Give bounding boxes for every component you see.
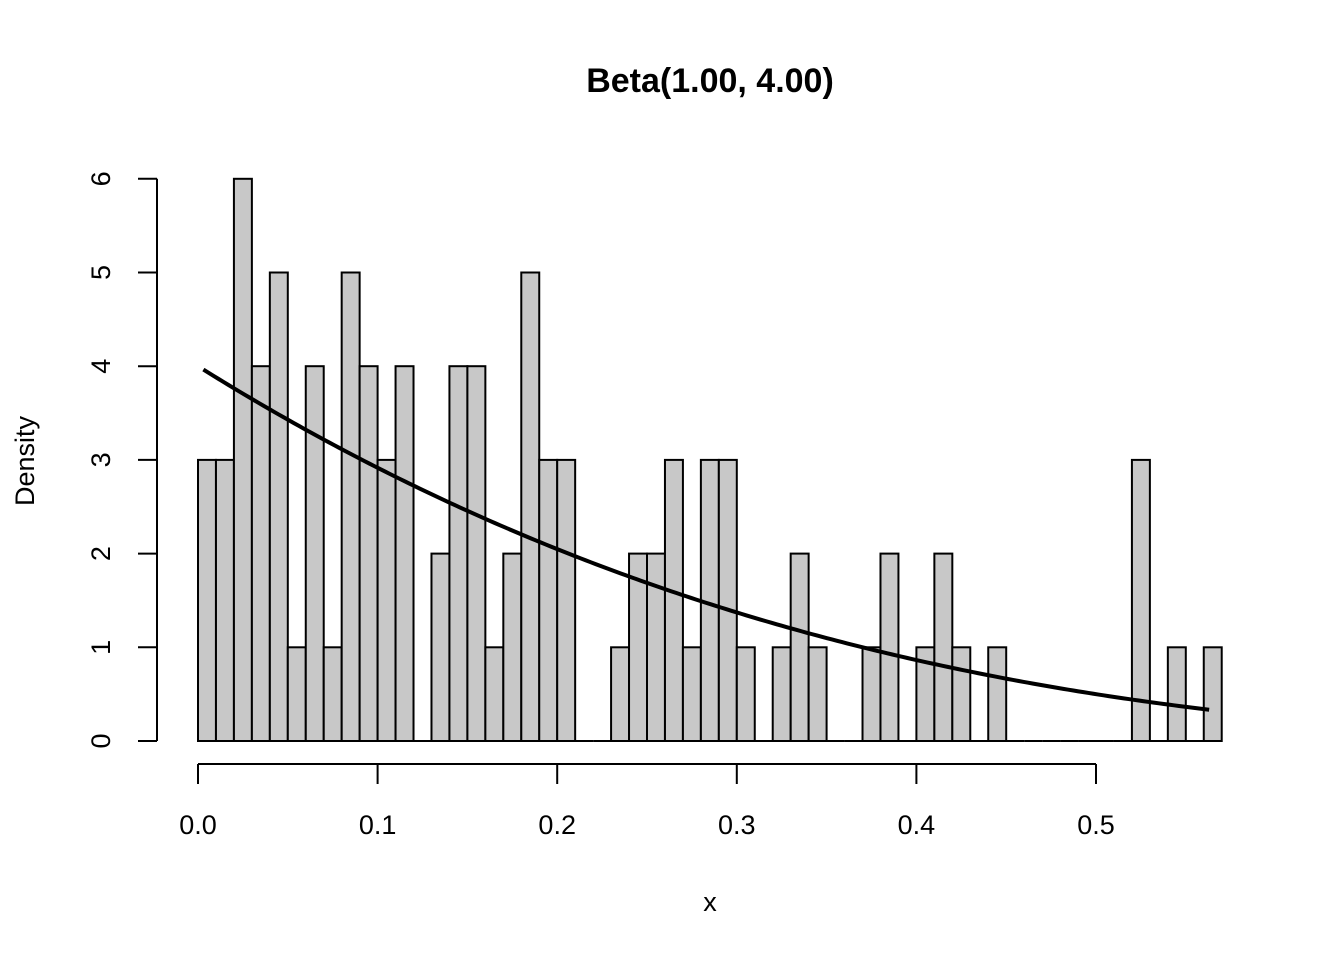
histogram-bar bbox=[556, 458, 577, 742]
y-tick-label: 2 bbox=[86, 546, 116, 561]
y-tick-label: 5 bbox=[86, 265, 116, 280]
histogram-bar bbox=[1166, 646, 1187, 742]
x-tick-label: 0.4 bbox=[898, 810, 936, 840]
y-tick-label: 1 bbox=[86, 640, 116, 655]
density-curve bbox=[202, 367, 1210, 712]
histogram-bar bbox=[502, 552, 523, 742]
histogram-bar bbox=[951, 646, 972, 742]
histogram-bar bbox=[861, 646, 882, 742]
histogram-bar bbox=[520, 271, 541, 742]
histogram-bar bbox=[448, 365, 469, 742]
histogram-bar bbox=[789, 552, 810, 742]
histogram-bar bbox=[933, 552, 954, 742]
y-tick-label: 4 bbox=[86, 359, 116, 374]
histogram-bar bbox=[322, 646, 343, 742]
histogram-bar bbox=[717, 458, 738, 742]
histogram-bar bbox=[304, 365, 325, 742]
chart-title: Beta(1.00, 4.00) bbox=[586, 62, 834, 100]
y-axis: 0 1 2 3 4 5 6 bbox=[86, 171, 158, 749]
y-tick-label: 6 bbox=[86, 171, 116, 186]
histogram-bar bbox=[1130, 458, 1151, 742]
histogram-bar bbox=[663, 458, 684, 742]
histogram-bar bbox=[1202, 646, 1223, 742]
histogram-bar bbox=[268, 271, 289, 742]
histogram-bar bbox=[681, 646, 702, 742]
y-axis-label: Density bbox=[10, 415, 40, 506]
histogram-bar bbox=[879, 552, 900, 742]
histogram-bar bbox=[735, 646, 756, 742]
x-tick-label: 0.1 bbox=[359, 810, 397, 840]
histogram-bar bbox=[197, 458, 217, 742]
y-tick-label: 0 bbox=[86, 733, 116, 748]
histogram-bar bbox=[430, 552, 451, 742]
histogram-bar bbox=[394, 365, 415, 742]
histogram-bar bbox=[376, 458, 397, 742]
histogram-bar bbox=[286, 646, 307, 742]
histogram-bar bbox=[340, 271, 361, 742]
histogram-bar bbox=[987, 646, 1008, 742]
histogram-bar bbox=[214, 458, 235, 742]
y-tick-label: 3 bbox=[86, 452, 116, 467]
x-tick-label: 0.0 bbox=[179, 810, 217, 840]
histogram-bar bbox=[807, 646, 828, 742]
histogram-bar bbox=[771, 646, 792, 742]
x-tick-label: 0.5 bbox=[1077, 810, 1115, 840]
x-axis-label: x bbox=[703, 887, 717, 917]
histogram-bar bbox=[358, 365, 379, 742]
histogram-bar bbox=[484, 646, 505, 742]
x-tick-label: 0.2 bbox=[538, 810, 576, 840]
histogram-bar bbox=[538, 458, 559, 742]
histogram-bar bbox=[232, 177, 253, 743]
histogram-bar bbox=[250, 365, 271, 742]
x-tick-label: 0.3 bbox=[718, 810, 756, 840]
histogram-bars bbox=[197, 177, 1223, 743]
x-axis: 0.0 0.1 0.2 0.3 0.4 0.5 bbox=[179, 763, 1115, 840]
histogram-bar bbox=[610, 646, 631, 742]
histogram-bar bbox=[466, 365, 487, 742]
